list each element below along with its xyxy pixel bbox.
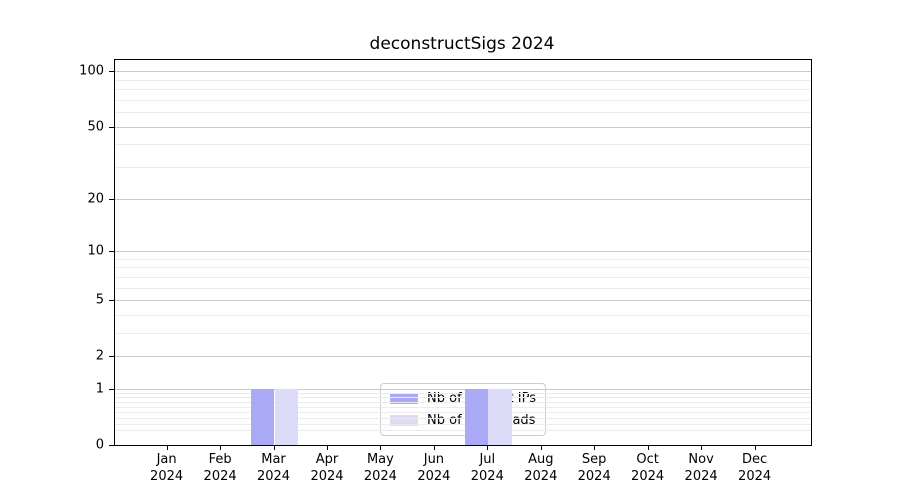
y-tick-mark [109,388,114,390]
y-tick-label-50: 50 [87,119,104,135]
gridline-minor [115,287,811,289]
y-tick-mark [109,445,114,446]
x-tick-mark [380,445,382,450]
x-tick-label-aug: Aug 2024 [524,452,558,484]
y-tick-label-10: 10 [87,243,104,259]
gridline-major [115,388,811,390]
gridline-minor [115,276,811,278]
gridline-major [115,126,811,128]
y-tick-label-1: 1 [95,381,104,397]
y-tick-mark [109,71,114,73]
x-tick-label-oct: Oct 2024 [631,452,665,484]
x-tick-label-nov: Nov 2024 [684,452,718,484]
gridline-minor [115,314,811,316]
bar-nb-of-distinct-ips-jul [465,388,489,445]
gridline-minor [115,258,811,260]
gridline-major [115,198,811,200]
x-tick-label-mar: Mar 2024 [256,452,291,484]
gridline-minor [115,407,811,408]
legend: Nb of distinct IPs Nb of downloads [380,383,546,436]
gridline-minor [115,393,811,394]
y-tick-mark [109,126,114,128]
x-tick-mark [594,445,596,450]
x-tick-label-apr: Apr 2024 [310,452,344,484]
x-tick-label-jan: Jan 2024 [150,452,184,484]
y-tick-label-20: 20 [87,191,104,207]
x-tick-mark [433,445,435,450]
bar-nb-of-downloads-mar [274,388,298,445]
y-tick-mark [109,356,114,358]
gridline-major [115,71,811,73]
gridline-minor [115,417,811,419]
plot-area: Nb of distinct IPs Nb of downloads [114,59,812,446]
gridline-minor [115,79,811,81]
legend-item-nb-of-distinct-ips: Nb of distinct IPs [390,389,536,408]
chart-title: deconstructSigs 2024 [369,34,555,54]
y-tick-label-2: 2 [95,348,104,364]
legend-swatch-nb-of-downloads [390,415,419,426]
y-tick-label-100: 100 [79,63,104,79]
x-tick-mark [220,445,222,450]
bar-nb-of-distinct-ips-mar [251,388,275,445]
y-tick-label-0: 0 [95,437,104,453]
y-tick-label-5: 5 [95,292,104,308]
gridline-major [115,356,811,358]
x-tick-label-feb: Feb 2024 [203,452,237,484]
x-tick-label-jul: Jul 2024 [470,452,504,484]
gridline-minor [115,397,811,399]
x-tick-mark [754,445,756,450]
x-tick-label-dec: Dec 2024 [738,452,772,484]
gridline-minor [115,89,811,91]
gridline-major [115,250,811,252]
y-tick-mark [109,300,114,301]
x-tick-mark [166,445,168,450]
x-tick-mark [487,445,489,450]
x-tick-mark [540,445,542,450]
gridline-minor [115,402,811,403]
x-tick-mark [327,445,328,450]
y-tick-mark [109,198,114,200]
x-tick-label-sep: Sep 2024 [577,452,611,484]
x-tick-label-may: May 2024 [363,452,397,484]
x-tick-label-jun: Jun 2024 [417,452,451,484]
y-tick-mark [109,250,114,252]
gridline-minor [115,423,811,425]
bar-nb-of-downloads-jul [488,388,512,445]
gridline-minor [115,112,811,114]
x-tick-mark [701,445,703,450]
gridline-minor [115,144,811,146]
gridline-minor [115,332,811,334]
x-tick-mark [647,445,649,450]
gridline-minor [115,167,811,168]
legend-swatch-nb-of-distinct-ips [390,393,419,404]
gridline-minor [115,267,811,269]
gridline-minor [115,99,811,101]
gridline-minor [115,430,811,432]
x-tick-mark [273,445,275,450]
gridline-minor [115,412,811,414]
legend-item-nb-of-downloads: Nb of downloads [390,411,536,430]
gridline-major [115,300,811,301]
